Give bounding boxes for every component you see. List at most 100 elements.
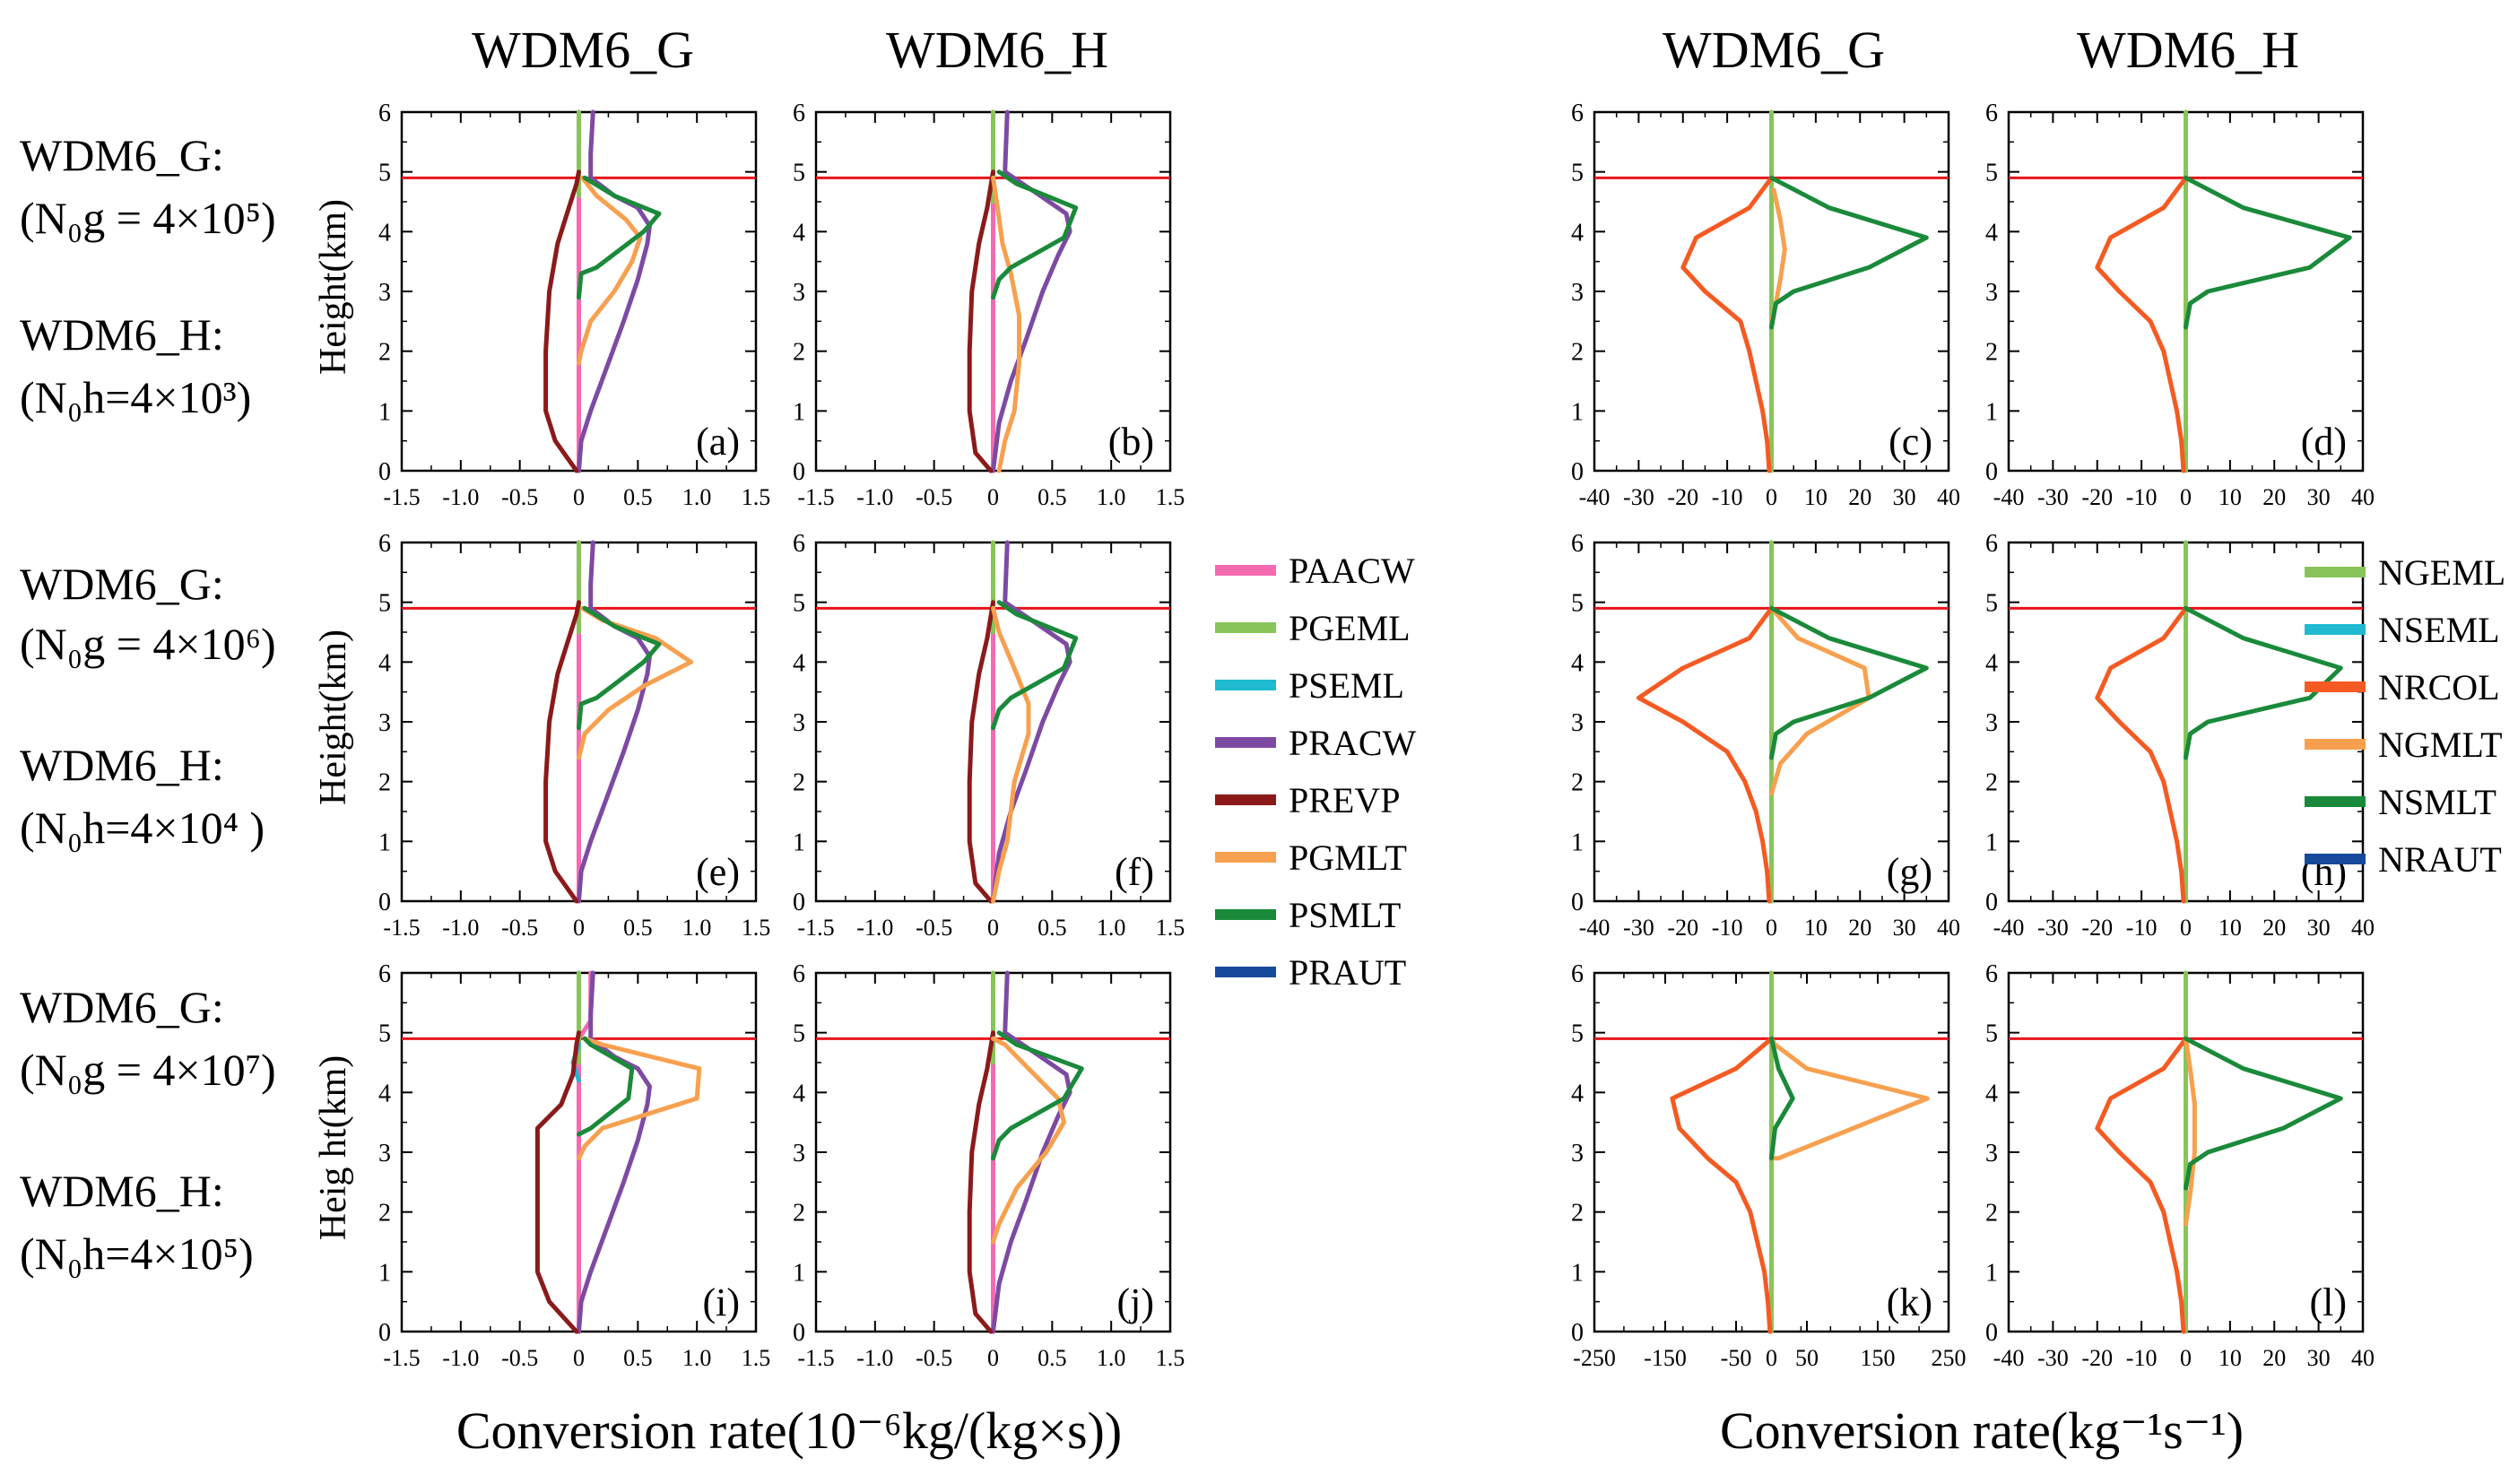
series-nsmlt [2184, 605, 2343, 760]
row1-g-n0: (N₀g = 4×10⁵) [20, 193, 276, 243]
y-tick-label: 0 [793, 889, 805, 916]
x-tick-label: -20 [1667, 915, 1698, 941]
x-tick-label: -40 [1993, 915, 2025, 941]
panel-label: (e) [696, 850, 740, 894]
y-tick-label: 2 [1985, 769, 1998, 797]
x-tick-label: 1.5 [1156, 915, 1185, 941]
y-tick-label: 6 [1571, 960, 1584, 988]
y-tick-label: 6 [1571, 100, 1584, 127]
y-tick-label: 2 [793, 339, 805, 367]
series-pracw [577, 540, 652, 904]
series-nrcol [2095, 1036, 2188, 1334]
x-tick-label: -1.0 [442, 915, 479, 941]
y-tick-label: 1 [378, 829, 391, 856]
x-tick-label: 20 [2262, 1345, 2286, 1371]
row1-h-n0: (N₀h=4×10³) [20, 372, 251, 422]
y-tick-label: 4 [1985, 1080, 1998, 1107]
y-tick-label: 2 [378, 339, 391, 367]
x-tick-label: -30 [2037, 484, 2069, 510]
series-prevp [534, 1030, 581, 1334]
y-tick-label: 5 [1571, 1020, 1584, 1048]
y-tick-label: 1 [1985, 829, 1998, 856]
row3-h-n0: (N₀h=4×10⁵) [20, 1228, 254, 1279]
row3-g-label: WDM6_G: [20, 982, 224, 1032]
x-tick-label: 0 [2180, 484, 2192, 510]
series-psmlt [991, 600, 1079, 731]
legend-left: PAACW PGEML PSEML PRACW PREVP PGMLT PSMLT PRAUT [1215, 551, 1416, 993]
series-pgmlt [577, 1036, 702, 1161]
panel-e: 0 1 2 3 4 5 6 -1.5 -1.0 -0.5 0 0.5 1.0 1.5(e) [378, 530, 770, 941]
series-prevp [967, 1030, 995, 1334]
x-tick-label: -10 [2126, 1345, 2158, 1371]
series-psmlt [991, 1030, 1084, 1161]
legend-label-praut: PRAUT [1289, 952, 1406, 993]
series-pgmlt [577, 175, 643, 366]
x-tick-label: 0.5 [1038, 915, 1067, 941]
y-tick-label: 3 [793, 1140, 805, 1167]
y-tick-label: 3 [793, 709, 805, 737]
y-tick-label: 6 [1985, 100, 1998, 127]
series-nrcol [1680, 175, 1774, 473]
panel-label: (l) [2309, 1280, 2347, 1324]
x-tick-label: 30 [2307, 1345, 2331, 1371]
y-tick-label: 1 [1571, 1259, 1584, 1287]
col-title-3: WDM6_G [1663, 21, 1885, 79]
y-tick-label: 0 [793, 1319, 805, 1347]
col-title-2: WDM6_H [886, 21, 1108, 79]
row1-g-label: WDM6_G: [20, 130, 224, 180]
x-tick-label: 1.5 [742, 1345, 771, 1371]
y-tick-label: 3 [1985, 1140, 1998, 1167]
x-tick-label: 40 [2351, 484, 2375, 510]
series-psmlt [577, 175, 662, 300]
ylabel-row1: Height(km) [313, 199, 354, 375]
series-prevp [967, 600, 995, 904]
x-tick-label: -1.0 [856, 1345, 893, 1371]
x-tick-label: -40 [1579, 915, 1611, 941]
y-tick-label: 5 [1985, 160, 1998, 187]
series-nsmlt [2184, 175, 2352, 330]
x-tick-label: 0 [1766, 915, 1777, 941]
y-tick-label: 4 [378, 1080, 391, 1107]
y-tick-label: 2 [378, 769, 391, 797]
x-tick-label: 10 [1804, 484, 1828, 510]
row2-h-n0: (N₀h=4×10⁴ ) [20, 803, 265, 853]
x-tick-label: -20 [2081, 1345, 2113, 1371]
col-title-1: WDM6_G [472, 21, 694, 79]
y-tick-label: 6 [378, 100, 391, 127]
y-tick-label: 2 [793, 769, 805, 797]
y-tick-label: 5 [1571, 160, 1584, 187]
panel-l: 0 1 2 3 4 5 6 -40 -30 -20 -10 0 10 20 30 40(l) [1985, 960, 2375, 1371]
y-tick-label: 0 [378, 889, 391, 916]
legend-label-ngmlt: NGMLT [2378, 725, 2503, 765]
x-tick-label: 20 [1848, 915, 1871, 941]
x-tick-label: 40 [2351, 1345, 2375, 1371]
legend-label-pracw: PRACW [1289, 723, 1416, 763]
y-tick-label: 0 [793, 458, 805, 486]
x-tick-label: -1.5 [383, 484, 420, 510]
y-tick-label: 5 [1571, 590, 1584, 618]
y-tick-label: 1 [793, 1259, 805, 1287]
x-tick-label: 10 [1804, 915, 1828, 941]
y-tick-label: 0 [378, 458, 391, 486]
legend-label-nraut: NRAUT [2378, 839, 2502, 880]
x-tick-label: -10 [2126, 484, 2158, 510]
y-tick-label: 3 [1571, 1140, 1584, 1167]
y-tick-label: 5 [793, 590, 805, 618]
x-tick-label: 10 [2218, 484, 2242, 510]
row3-g-n0: (N₀g = 4×10⁷) [20, 1045, 276, 1095]
row3-h-label: WDM6_H: [20, 1166, 224, 1216]
y-tick-label: 3 [1985, 279, 1998, 307]
x-tick-label: 1.0 [682, 484, 712, 510]
x-tick-label: -1.5 [797, 484, 834, 510]
y-tick-label: 5 [378, 160, 391, 187]
x-tick-label: 0 [1766, 484, 1777, 510]
panel-label: (g) [1887, 850, 1932, 894]
series-pracw [577, 970, 652, 1334]
ylabel-row3: Heig ht(km) [313, 1055, 354, 1240]
x-tick-label: 20 [2262, 484, 2286, 510]
x-tick-label: 250 [1932, 1345, 1967, 1371]
panel-f: 0 1 2 3 4 5 6 -1.5 -1.0 -0.5 0 0.5 1.0 1.5(f) [793, 530, 1185, 941]
y-tick-label: 5 [1985, 590, 1998, 618]
x-tick-label: -1.0 [442, 1345, 479, 1371]
panel-label: (d) [2301, 420, 2347, 464]
